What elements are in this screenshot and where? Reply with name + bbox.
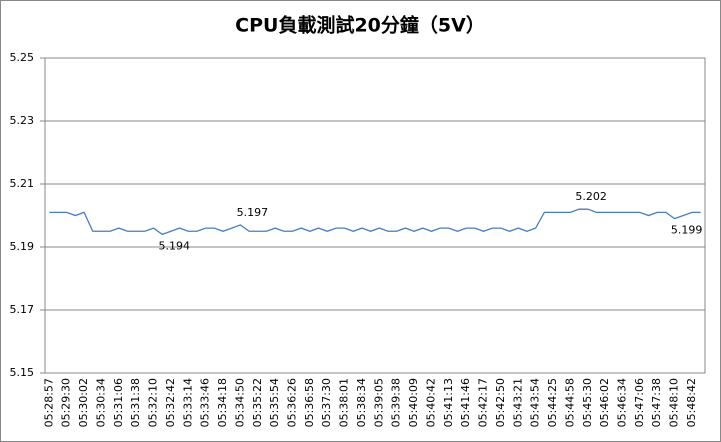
x-tick-label: 05:36:58	[303, 378, 316, 427]
x-tick-label: 05:33:14	[181, 378, 194, 427]
y-tick-label: 5.15	[10, 366, 35, 379]
x-tick-label: 05:38:01	[338, 378, 351, 427]
x-tick-label: 05:46:34	[616, 378, 629, 427]
x-tick-label: 05:28:57	[42, 378, 55, 427]
y-tick-label: 5.23	[10, 114, 35, 127]
x-tick-label: 05:35:22	[251, 378, 264, 427]
x-tick-label: 05:40:42	[424, 378, 437, 427]
x-tick-label: 05:45:30	[581, 378, 594, 427]
x-tick-label: 05:41:46	[459, 378, 472, 427]
x-tick-label: 05:36:26	[286, 378, 299, 427]
x-tick-label: 05:40:09	[407, 378, 420, 427]
x-tick-label: 05:35:54	[268, 378, 281, 427]
x-tick-label: 05:43:54	[529, 378, 542, 427]
x-tick-label: 05:37:30	[320, 378, 333, 427]
x-tick-label: 05:32:42	[164, 378, 177, 427]
x-tick-label: 05:42:17	[477, 378, 490, 427]
x-tick-label: 05:39:05	[372, 378, 385, 427]
x-tick-label: 05:30:02	[77, 378, 90, 427]
x-tick-label: 05:47:38	[650, 378, 663, 427]
data-label: 5.194	[158, 239, 190, 252]
x-tick-label: 05:44:25	[546, 378, 559, 427]
x-tick-label: 05:43:21	[511, 378, 524, 427]
x-tick-label: 05:30:34	[94, 378, 107, 427]
x-tick-label: 05:47:06	[633, 378, 646, 427]
x-tick-label: 05:38:34	[355, 378, 368, 427]
data-label: 5.199	[671, 224, 703, 237]
chart-title: CPU負載測試20分鐘（5V）	[235, 14, 485, 37]
x-tick-label: 05:39:38	[390, 378, 403, 427]
x-tick-label: 05:33:46	[199, 378, 212, 427]
y-tick-label: 5.21	[10, 177, 35, 190]
x-tick-label: 05:48:10	[668, 378, 681, 427]
x-tick-label: 05:42:50	[494, 378, 507, 427]
data-label: 5.197	[237, 206, 269, 219]
x-tick-label: 05:32:10	[147, 378, 160, 427]
x-tick-label: 05:41:13	[442, 378, 455, 427]
x-tick-label: 05:31:06	[112, 378, 125, 427]
x-tick-label: 05:48:42	[685, 378, 698, 427]
data-label: 5.202	[575, 190, 607, 203]
y-tick-label: 5.25	[10, 51, 35, 64]
x-tick-label: 05:34:50	[233, 378, 246, 427]
data-line	[49, 208, 701, 236]
y-tick-label: 5.19	[10, 240, 35, 253]
x-tick-label: 05:34:18	[216, 378, 229, 427]
x-tick-label: 05:31:38	[129, 378, 142, 427]
y-tick-label: 5.17	[10, 303, 35, 316]
x-tick-label: 05:46:02	[598, 378, 611, 427]
x-tick-label: 05:29:30	[60, 378, 73, 427]
x-tick-label: 05:44:58	[563, 378, 576, 427]
